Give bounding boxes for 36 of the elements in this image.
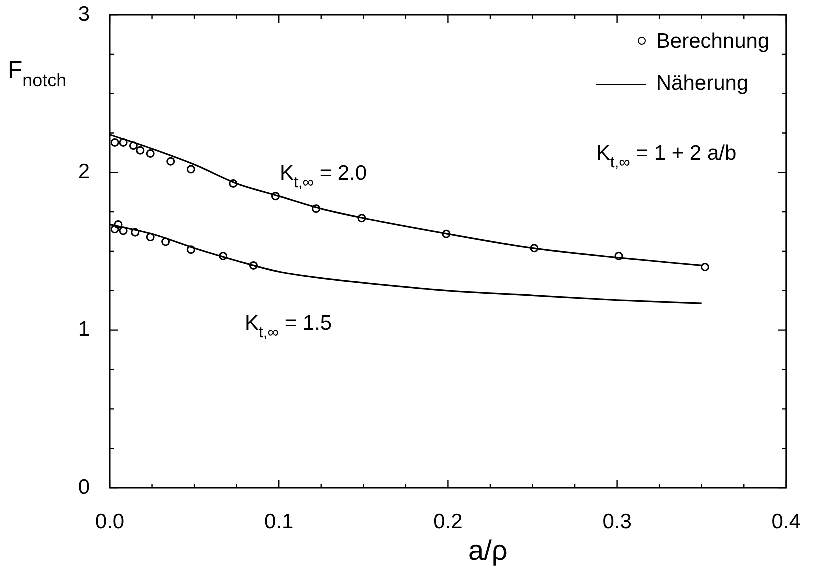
point <box>119 226 128 236</box>
x-tick-label: 0.4 <box>772 510 802 534</box>
legend-label: Berechnung <box>656 30 770 54</box>
x-tick-label: 0.3 <box>602 510 632 534</box>
point <box>271 192 280 201</box>
point <box>162 238 170 246</box>
point <box>442 230 451 238</box>
point <box>249 261 258 270</box>
point <box>110 225 120 234</box>
point <box>131 228 140 237</box>
point <box>219 252 228 260</box>
point <box>136 146 145 155</box>
point <box>700 263 710 272</box>
point <box>129 142 138 150</box>
point <box>358 214 366 223</box>
y-tick-label: 2 <box>78 160 90 184</box>
point <box>186 165 196 174</box>
point <box>530 244 539 253</box>
x-tick-label: 0.1 <box>264 510 294 534</box>
point <box>114 220 123 229</box>
point <box>146 233 155 242</box>
point <box>166 157 176 166</box>
y-tick-label: 0 <box>78 476 90 499</box>
x-tick-label: 0.2 <box>434 510 463 534</box>
y-tick-label: 3 <box>78 2 90 26</box>
x-tick-label: 0.0 <box>95 510 125 534</box>
legend-label: Näherung <box>656 72 749 96</box>
y-tick-label: 1 <box>78 318 90 342</box>
point <box>312 204 321 214</box>
point <box>119 138 128 147</box>
point <box>146 149 155 158</box>
x-axis-title: a/ρ <box>468 535 508 566</box>
point <box>110 138 120 147</box>
point <box>614 252 624 260</box>
point <box>186 246 196 254</box>
point <box>229 179 238 188</box>
